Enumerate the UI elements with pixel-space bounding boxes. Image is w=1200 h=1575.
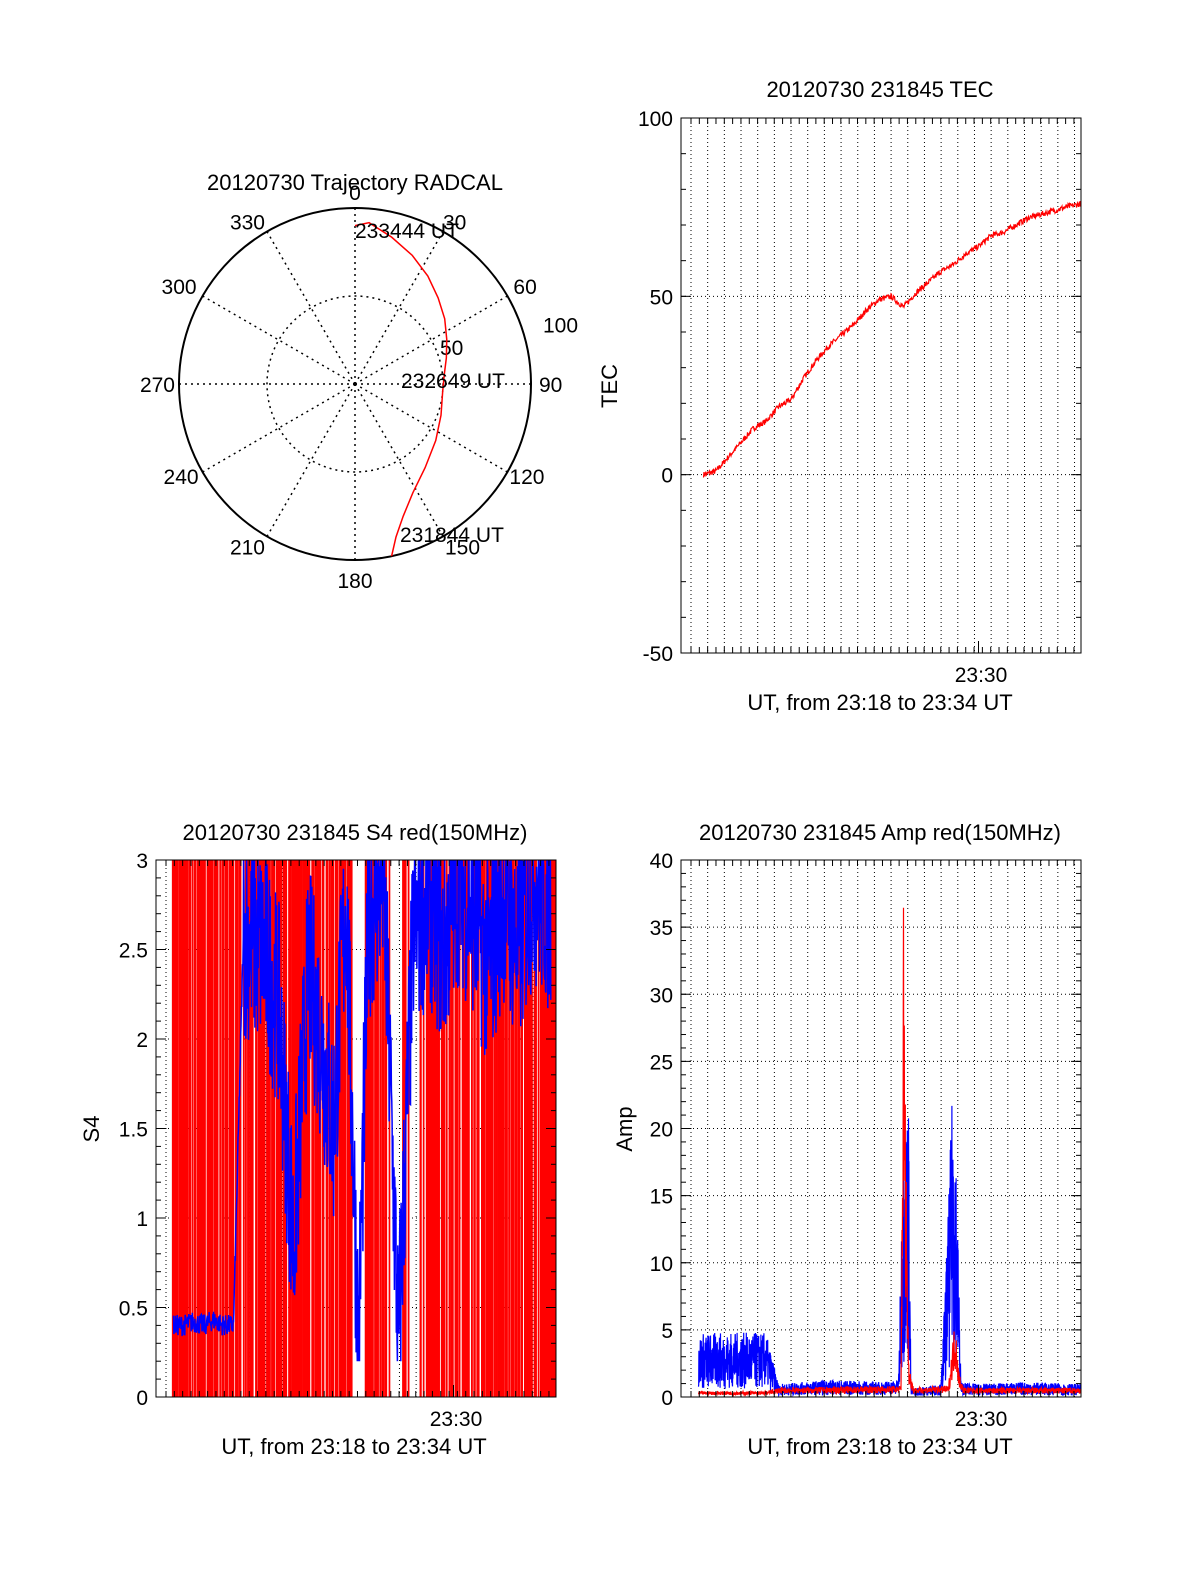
- tec-x-tick: 23:30: [955, 664, 1008, 687]
- polar-spoke: [354, 383, 508, 473]
- trajectory-end-label: 233444 UT: [355, 220, 459, 243]
- y-tick-label: 30: [650, 984, 673, 1007]
- polar-ring-label: 100: [543, 314, 578, 337]
- amp-blue-series-line: [697, 1105, 1082, 1398]
- s4-title: 20120730 231845 S4 red(150MHz): [183, 820, 528, 845]
- polar-angle-label: 60: [513, 276, 536, 299]
- polar-angle-label: 240: [164, 466, 199, 489]
- tec-panel: 20120730 231845 TEC -50 0 50 100 23:30 UT, …: [597, 77, 1082, 715]
- y-tick-label: 35: [650, 917, 673, 940]
- s4-blue-series-line: [172, 860, 552, 1362]
- y-tick-label: 1: [136, 1208, 148, 1231]
- amp-x-tick: 23:30: [955, 1408, 1008, 1431]
- polar-spoke: [266, 383, 356, 537]
- polar-spoke: [202, 295, 356, 385]
- trajectory-start-label: 231844 UT: [400, 524, 504, 547]
- polar-angle-label: 300: [162, 276, 197, 299]
- y-tick-label: 0.5: [119, 1298, 148, 1321]
- polar-angle-label: 0: [349, 182, 361, 205]
- tec-title: 20120730 231845 TEC: [766, 77, 993, 102]
- s4-x-tick: 23:30: [430, 1408, 483, 1431]
- y-tick-label: 2.5: [119, 940, 148, 963]
- s4-panel: 20120730 231845 S4 red(150MHz) 0 0.5 1 1.5 2…: [79, 820, 557, 1459]
- polar-trajectory-panel: 20120730 Trajectory RADCAL 0 30 60 90 120 150…: [140, 170, 578, 593]
- y-tick-label: 0: [136, 1387, 148, 1410]
- y-tick-label: 100: [638, 108, 673, 131]
- y-tick-label: 25: [650, 1051, 673, 1074]
- polar-ring-label: 50: [440, 337, 463, 360]
- polar-angle-label: 150: [445, 536, 480, 559]
- polar-angle-label: 120: [509, 466, 544, 489]
- amp-panel: 20120730 231845 Amp red(150MHz) 0 5 10 15 20…: [612, 820, 1082, 1459]
- amp-y-label: Amp: [612, 1106, 637, 1151]
- y-tick-label: 10: [650, 1253, 673, 1276]
- y-tick-label: -50: [643, 643, 673, 666]
- y-tick-label: 40: [650, 850, 673, 873]
- y-tick-label: 50: [650, 286, 673, 309]
- tec-series-line: [702, 200, 1082, 478]
- trajectory-line: [354, 221, 448, 557]
- polar-angle-label: 210: [230, 536, 265, 559]
- y-tick-label: 15: [650, 1186, 673, 1209]
- tec-x-label: UT, from 23:18 to 23:34 UT: [747, 690, 1012, 715]
- y-tick-label: 20: [650, 1119, 673, 1142]
- polar-angle-label: 90: [539, 374, 562, 397]
- amp-title: 20120730 231845 Amp red(150MHz): [699, 820, 1061, 845]
- y-tick-label: 5: [661, 1320, 673, 1343]
- amp-x-label: UT, from 23:18 to 23:34 UT: [747, 1434, 1012, 1459]
- polar-angle-label: 180: [337, 570, 372, 593]
- amp-red-series-line: [697, 907, 1082, 1398]
- tec-y-label: TEC: [597, 364, 622, 408]
- y-tick-label: 2: [136, 1029, 148, 1052]
- polar-title: 20120730 Trajectory RADCAL: [207, 170, 503, 195]
- y-tick-label: 0: [661, 1387, 673, 1410]
- polar-angle-label: 330: [230, 212, 265, 235]
- trajectory-mid-label: 232649 UT: [401, 370, 505, 393]
- y-tick-label: 3: [136, 850, 148, 873]
- tec-plot-frame: [680, 117, 1082, 654]
- y-tick-label: 1.5: [119, 1119, 148, 1142]
- s4-x-label: UT, from 23:18 to 23:34 UT: [221, 1434, 486, 1459]
- polar-spoke: [354, 231, 444, 385]
- polar-angle-label: 30: [443, 212, 466, 235]
- y-tick-label: 0: [661, 465, 673, 488]
- polar-angle-label: 270: [140, 374, 175, 397]
- s4-y-label: S4: [79, 1116, 104, 1143]
